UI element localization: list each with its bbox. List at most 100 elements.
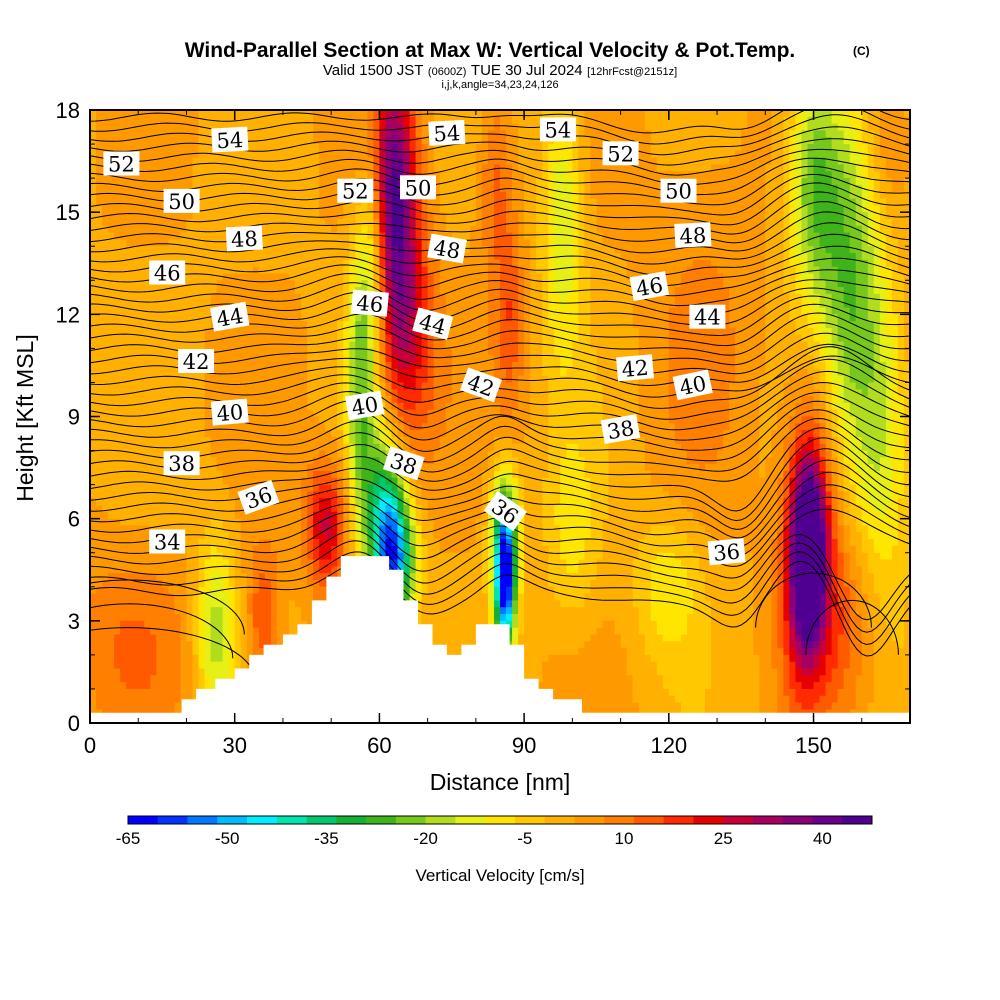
heatmap-cell (427, 300, 435, 309)
heatmap-cell (186, 110, 194, 118)
heatmap-cell (644, 171, 652, 179)
heatmap-cell (210, 212, 218, 220)
heatmap-cell (560, 212, 567, 220)
heatmap-cell (174, 334, 182, 343)
heatmap-cell (120, 123, 127, 132)
heatmap-cell (379, 355, 387, 363)
heatmap-cell (295, 287, 302, 295)
heatmap-cell (831, 116, 839, 125)
heatmap-cell (620, 164, 628, 172)
heatmap-cell (674, 334, 682, 343)
heatmap-cell (493, 239, 501, 247)
heatmap-cell (288, 287, 296, 295)
heatmap-cell (433, 300, 441, 309)
heatmap-cell (126, 253, 133, 261)
heatmap-cell (765, 144, 772, 152)
heatmap-cell (325, 280, 332, 288)
heatmap-cell (234, 157, 242, 166)
heatmap-cell (90, 130, 97, 138)
heatmap-cell (572, 110, 579, 118)
heatmap-cell (331, 164, 338, 172)
heatmap-cell (879, 198, 887, 206)
heatmap-cell (867, 321, 875, 329)
heatmap-cell (252, 307, 260, 315)
heatmap-cell (813, 164, 821, 172)
heatmap-cell (463, 198, 471, 206)
heatmap-cell (777, 212, 784, 220)
heatmap-cell (686, 246, 694, 254)
heatmap-cell (650, 253, 658, 261)
heatmap-cell (759, 300, 766, 309)
heatmap-cell (469, 191, 477, 200)
heatmap-cell (373, 239, 381, 247)
heatmap-cell (765, 164, 772, 172)
heatmap-cell (379, 184, 387, 193)
heatmap-cell (584, 307, 592, 315)
heatmap-cell (879, 232, 887, 241)
heatmap-cell (873, 130, 881, 138)
heatmap-cell (313, 327, 320, 336)
heatmap-cell (843, 348, 851, 356)
heatmap-cell (355, 259, 362, 268)
heatmap-cell (843, 321, 851, 329)
heatmap-cell (602, 123, 610, 132)
heatmap-cell (108, 144, 115, 152)
heatmap-cell (325, 178, 332, 186)
heatmap-cell (584, 218, 592, 227)
heatmap-cell (295, 307, 302, 315)
heatmap-cell (475, 191, 483, 200)
heatmap-cell (132, 130, 139, 138)
heatmap-cell (337, 348, 344, 356)
heatmap-cell (674, 307, 682, 315)
heatmap-cell (801, 246, 809, 254)
heatmap-cell (108, 239, 115, 247)
heatmap-cell (180, 116, 188, 125)
heatmap-cell (680, 341, 688, 349)
heatmap-cell (150, 355, 157, 363)
heatmap-cell (795, 144, 803, 152)
heatmap-cell (493, 137, 501, 145)
heatmap-cell (120, 184, 127, 193)
heatmap-cell (855, 205, 863, 213)
heatmap-cell (548, 239, 555, 247)
heatmap-cell (361, 239, 368, 247)
heatmap-cell (644, 334, 652, 343)
heatmap-cell (873, 321, 881, 329)
heatmap-cell (433, 212, 441, 220)
heatmap-cell (150, 314, 157, 322)
heatmap-cell (397, 321, 405, 329)
heatmap-cell (783, 259, 791, 268)
heatmap-cell (96, 130, 103, 138)
heatmap-cell (608, 218, 616, 227)
heatmap-cell (765, 212, 772, 220)
heatmap-cell (132, 178, 139, 186)
heatmap-cell (753, 280, 760, 288)
heatmap-cell (596, 280, 604, 288)
heatmap-cell (578, 116, 586, 125)
heatmap-cell (548, 293, 555, 302)
heatmap-cell (747, 348, 754, 356)
heatmap-cell (361, 164, 368, 172)
heatmap-cell (560, 321, 567, 329)
heatmap-cell (650, 266, 658, 275)
heatmap-cell (174, 287, 182, 295)
heatmap-cell (295, 116, 302, 125)
heatmap-cell (807, 184, 815, 193)
heatmap-cell (518, 348, 525, 356)
heatmap-cell (692, 212, 700, 220)
heatmap-cell (439, 287, 447, 295)
heatmap-cell (789, 266, 797, 275)
heatmap-cell (692, 266, 700, 275)
heatmap-cell (162, 287, 169, 295)
heatmap-cell (270, 110, 278, 118)
heatmap-cell (686, 280, 694, 288)
heatmap-cell (307, 239, 314, 247)
heatmap-cell (379, 321, 387, 329)
heatmap-cell (512, 137, 519, 145)
heatmap-cell (524, 157, 531, 166)
heatmap-cell (596, 246, 604, 254)
heatmap-cell (252, 321, 260, 329)
heatmap-cell (686, 348, 694, 356)
heatmap-cell (620, 130, 628, 138)
heatmap-cell (186, 273, 194, 281)
